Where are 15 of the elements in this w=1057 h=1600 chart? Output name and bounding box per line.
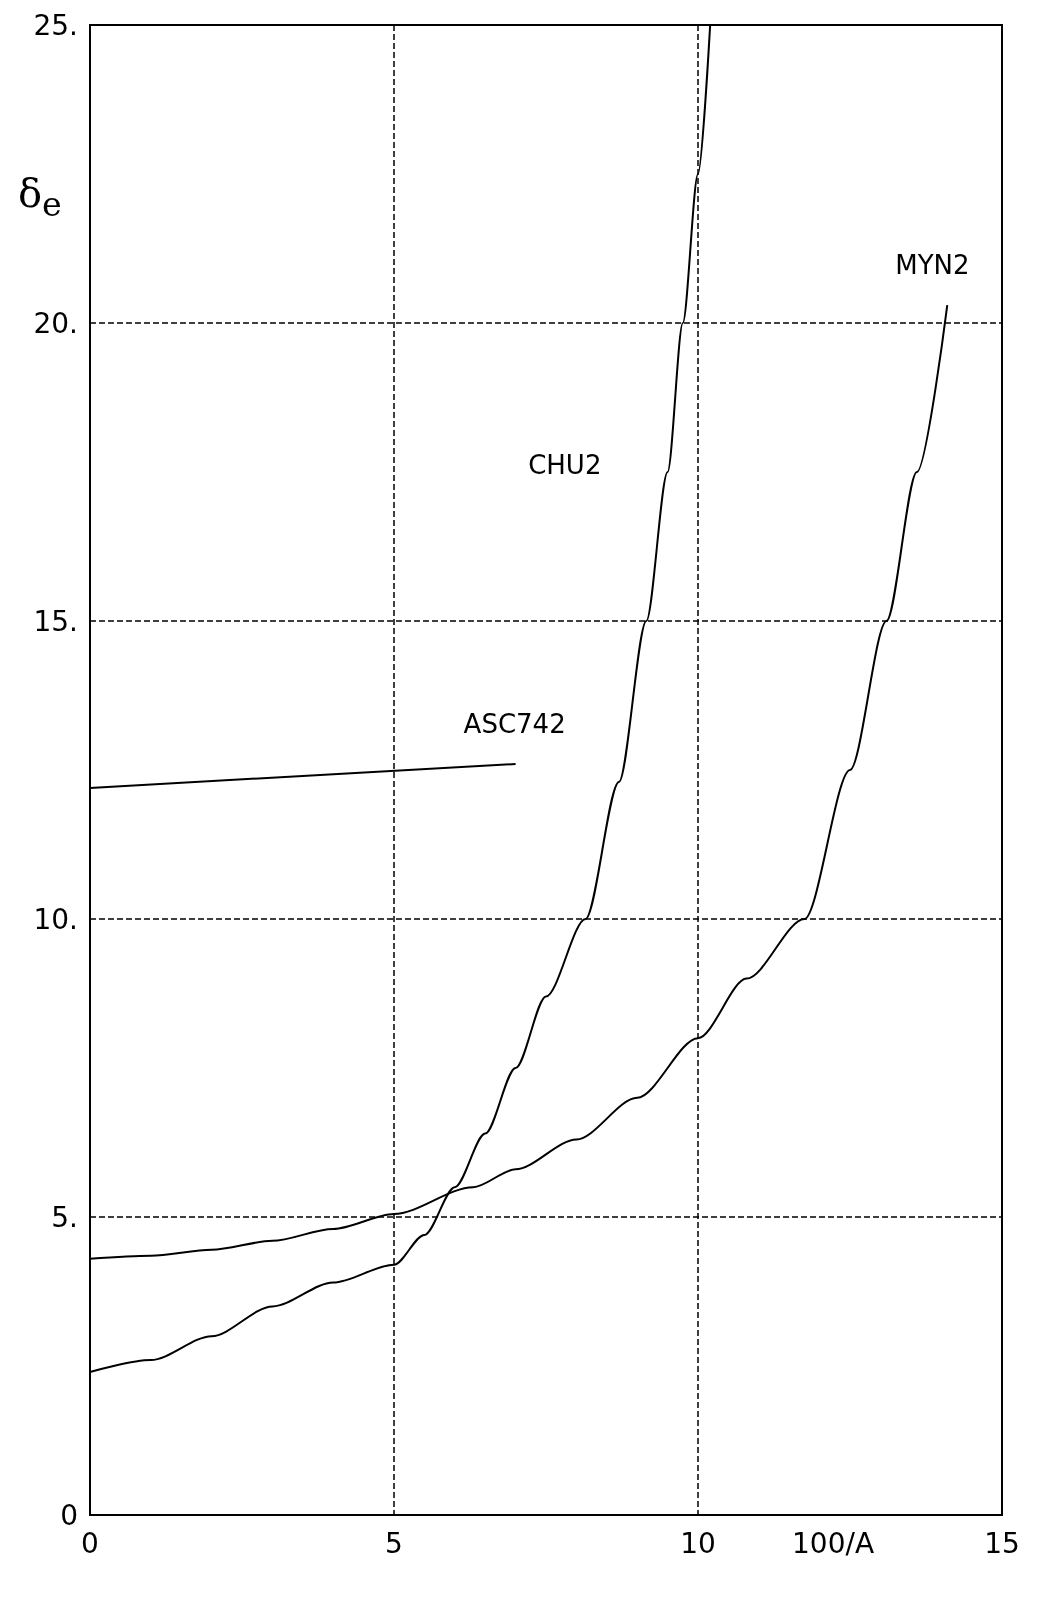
x-tick-label: 0	[81, 1526, 99, 1560]
series-label: ASC742	[463, 709, 566, 740]
y-axis-title: δ$_{e}$	[18, 170, 62, 224]
y-tick-label: 15.	[33, 604, 78, 638]
x-tick-label: 15	[984, 1526, 1020, 1560]
x-tick-label: 10	[680, 1526, 716, 1560]
y-tick-label: 25.	[33, 8, 78, 42]
y-tick-label: 5.	[51, 1200, 78, 1234]
x-axis-title: 100/A	[792, 1526, 875, 1560]
series-label: MYN2	[895, 250, 970, 281]
text: CHU2	[528, 450, 602, 480]
y-tick-label: 10.	[33, 902, 78, 936]
y-tick-label: 20.	[33, 306, 78, 340]
x-tick-label: 5	[385, 1526, 403, 1560]
y-tick-label: 0	[60, 1498, 78, 1532]
